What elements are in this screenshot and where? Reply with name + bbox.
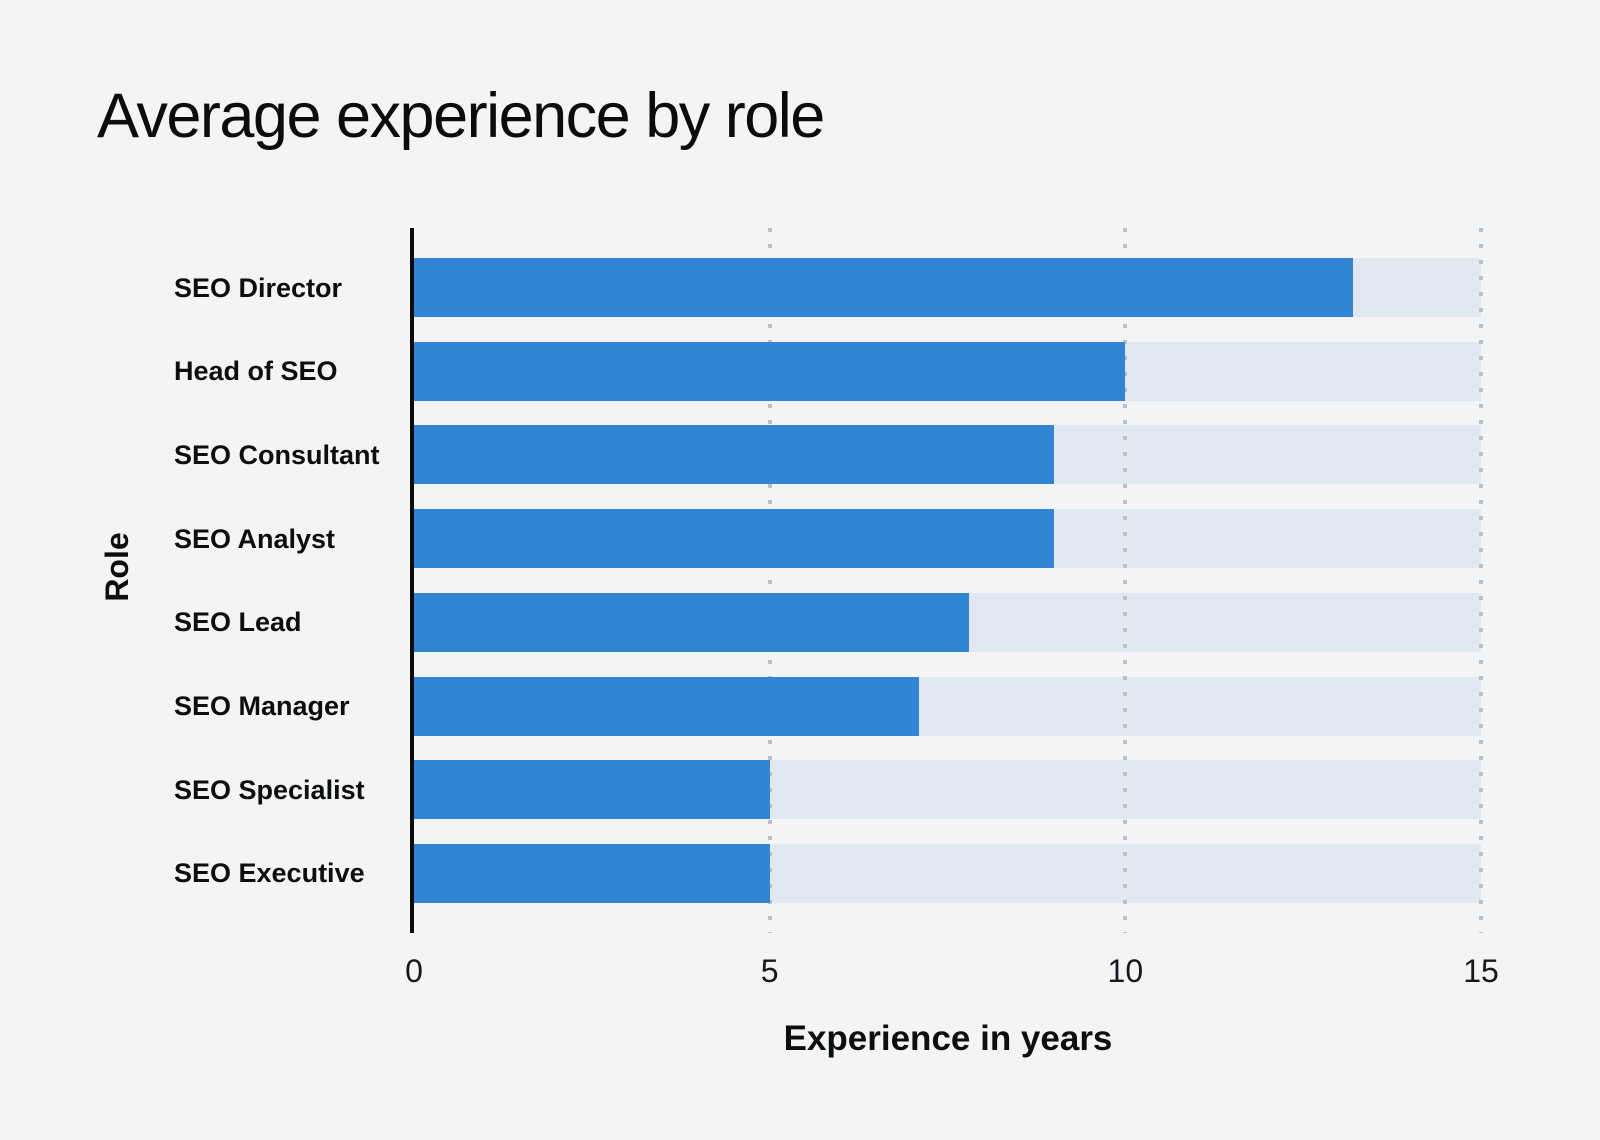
y-tick-label: SEO Specialist bbox=[174, 774, 365, 805]
gridline-15 bbox=[1479, 228, 1483, 933]
plot-area bbox=[410, 228, 1483, 933]
y-tick-label: SEO Analyst bbox=[174, 523, 336, 554]
y-tick-label: SEO Consultant bbox=[174, 439, 380, 470]
y-tick-label: SEO Lead bbox=[174, 607, 302, 638]
y-tick-label: Head of SEO bbox=[174, 356, 338, 387]
x-tick-label: 15 bbox=[1463, 953, 1499, 989]
bar-seo-analyst bbox=[414, 509, 1055, 569]
bar-seo-lead bbox=[414, 592, 969, 652]
y-axis-line bbox=[410, 228, 414, 933]
chart-title: Average experience by role bbox=[97, 81, 825, 151]
x-axis-title: Experience in years bbox=[783, 1019, 1113, 1058]
bar-seo-consultant bbox=[414, 425, 1055, 485]
bar-seo-director bbox=[414, 258, 1353, 317]
bar-seo-executive bbox=[414, 843, 770, 903]
gridline-5 bbox=[767, 228, 772, 933]
gridline-10 bbox=[1123, 228, 1128, 933]
x-tick-label: 0 bbox=[405, 953, 423, 989]
bar-seo-specialist bbox=[414, 760, 770, 820]
y-axis-title: Role bbox=[99, 532, 135, 602]
y-tick-label: SEO Manager bbox=[174, 691, 350, 721]
bar-seo-manager bbox=[414, 676, 920, 736]
x-tick-label: 5 bbox=[760, 953, 779, 989]
x-tick-label: 10 bbox=[1107, 953, 1144, 989]
y-tick-label: SEO Director bbox=[174, 272, 343, 303]
bar-head-of-seo bbox=[414, 341, 1126, 401]
y-tick-label: SEO Executive bbox=[174, 858, 365, 889]
